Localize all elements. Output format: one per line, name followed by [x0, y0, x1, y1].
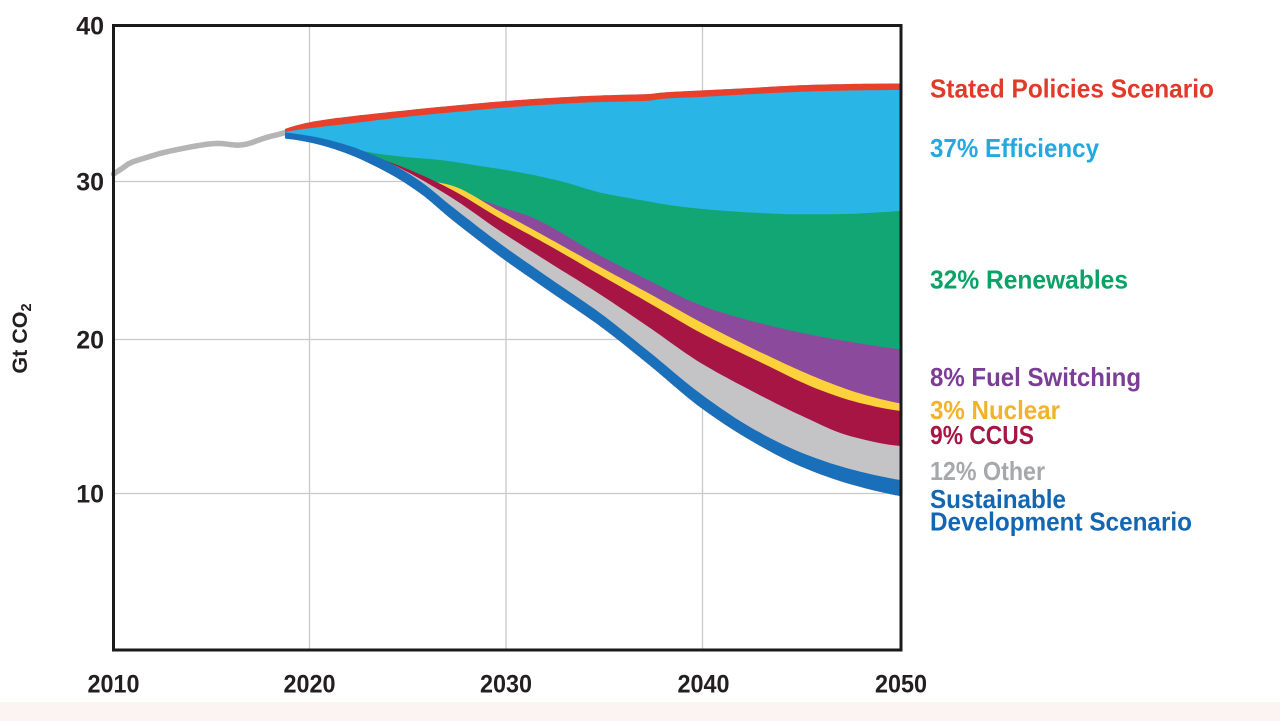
svg-text:37% Efficiency: 37% Efficiency [930, 133, 1099, 163]
svg-text:2010: 2010 [88, 671, 140, 699]
svg-text:20: 20 [76, 327, 104, 355]
svg-text:3% Nuclear: 3% Nuclear [930, 395, 1060, 425]
svg-text:12% Other: 12% Other [930, 456, 1045, 486]
svg-text:Gt CO2: Gt CO2 [8, 303, 35, 373]
svg-text:2040: 2040 [678, 671, 730, 699]
svg-text:2030: 2030 [480, 671, 532, 699]
svg-text:Sustainable: Sustainable [930, 484, 1066, 514]
svg-text:9% CCUS: 9% CCUS [930, 420, 1034, 450]
svg-text:2020: 2020 [284, 671, 336, 699]
svg-text:Development Scenario: Development Scenario [930, 507, 1192, 537]
svg-text:30: 30 [76, 169, 104, 197]
svg-text:8% Fuel Switching: 8% Fuel Switching [930, 362, 1141, 392]
svg-text:Stated Policies Scenario: Stated Policies Scenario [930, 74, 1214, 104]
svg-text:40: 40 [76, 13, 104, 41]
svg-text:10: 10 [76, 481, 104, 509]
svg-text:2050: 2050 [875, 671, 927, 699]
svg-text:32% Renewables: 32% Renewables [930, 265, 1128, 295]
